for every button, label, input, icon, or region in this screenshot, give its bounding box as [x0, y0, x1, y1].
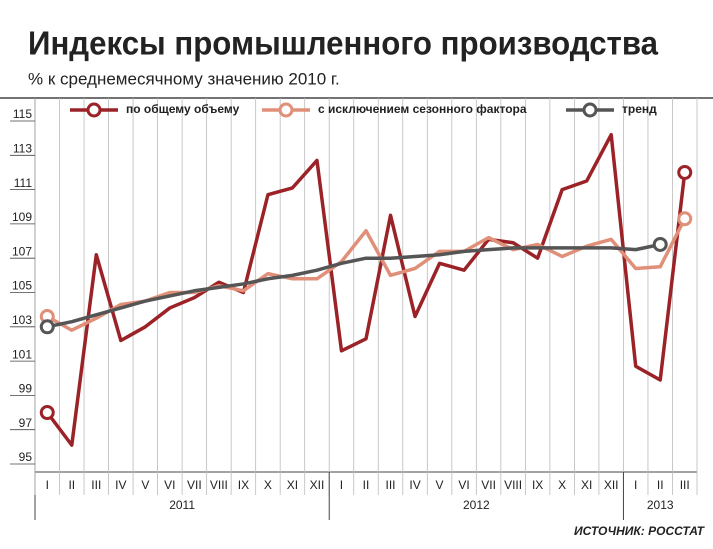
y-tick-label: 113: [13, 141, 32, 155]
end-marker: [677, 164, 693, 180]
x-tick-label: IV: [115, 478, 126, 492]
series-line: [45, 132, 687, 447]
x-tick-label: II: [657, 478, 664, 492]
end-marker: [39, 405, 55, 421]
x-tick-label: I: [340, 478, 343, 492]
x-tick-label: VI: [164, 478, 175, 492]
x-tick-label: X: [264, 478, 272, 492]
legend-marker: [582, 102, 598, 118]
x-tick-label: VI: [458, 478, 469, 492]
x-tick-label: II: [68, 478, 75, 492]
x-tick-label: VII: [481, 478, 496, 492]
legend-marker: [278, 102, 294, 118]
x-tick-label: III: [386, 478, 396, 492]
y-tick-label: 101: [12, 347, 32, 361]
chart-title: Индексы промышленного производства: [28, 25, 659, 62]
x-tick-label: XI: [287, 478, 298, 492]
x-tick-label: III: [680, 478, 690, 492]
y-tick-label: 95: [19, 450, 33, 464]
x-tick-label: V: [436, 478, 444, 492]
x-tick-label: IX: [238, 478, 249, 492]
x-tick-label: X: [558, 478, 566, 492]
y-tick-label: 109: [12, 210, 32, 224]
y-tick-label: 103: [12, 313, 32, 327]
series-line: [46, 242, 661, 329]
x-tick-label: XI: [581, 478, 592, 492]
y-tick-label: 97: [19, 416, 33, 430]
x-tick-label: IX: [532, 478, 543, 492]
year-label: 2011: [169, 498, 195, 512]
legend-marker: [86, 102, 102, 118]
y-tick-label: 105: [12, 279, 32, 293]
x-tick-label: III: [91, 478, 101, 492]
x-tick-label: V: [141, 478, 149, 492]
end-marker: [39, 319, 55, 335]
x-tick-label: XII: [310, 478, 325, 492]
x-tick-label: II: [363, 478, 370, 492]
y-tick-label: 99: [19, 382, 33, 396]
year-label: 2012: [463, 498, 490, 512]
y-tick-label: 115: [13, 107, 32, 121]
x-tick-label: I: [634, 478, 637, 492]
y-tick-label: 111: [14, 176, 33, 190]
legend-label: с исключением сезонного фактора: [318, 102, 527, 116]
x-tick-label: IV: [409, 478, 420, 492]
x-tick-label: XII: [604, 478, 619, 492]
x-tick-label: VII: [187, 478, 202, 492]
series-line: [46, 217, 687, 332]
x-tick-label: VIII: [504, 478, 522, 492]
end-marker: [677, 211, 693, 227]
x-tick-label: VIII: [210, 478, 228, 492]
year-label: 2013: [647, 498, 674, 512]
y-tick-label: 107: [12, 244, 32, 258]
end-marker: [652, 236, 668, 252]
legend-label: по общему объему: [126, 102, 240, 116]
x-tick-label: I: [46, 478, 49, 492]
legend-label: тренд: [622, 102, 657, 116]
source: ИСТОЧНИК: РОССТАТ: [574, 524, 706, 538]
chart-subtitle: % к среднемесячному значению 2010 г.: [28, 69, 340, 88]
